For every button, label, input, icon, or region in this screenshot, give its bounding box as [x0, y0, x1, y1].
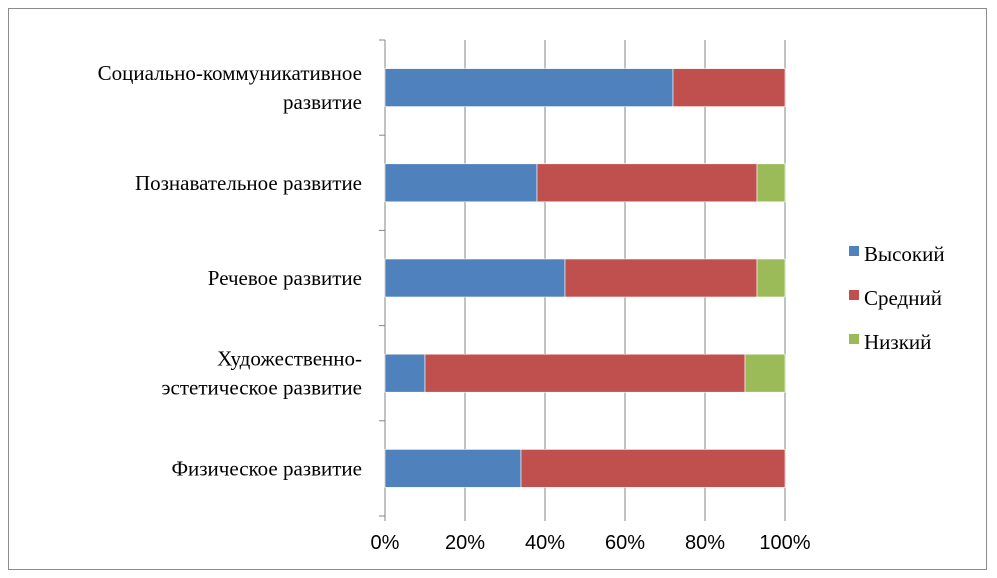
- category-label: Социально-коммуникативное развитие: [98, 61, 362, 114]
- x-tick-label: 0%: [371, 532, 400, 554]
- category-label: Познавательное развитие: [135, 171, 362, 195]
- bar-segment-Средний: [564, 258, 758, 298]
- bar-segment-Низкий: [756, 163, 786, 203]
- bar-segment-Низкий: [744, 353, 786, 393]
- legend-label: Средний: [864, 286, 942, 310]
- x-tick-label: 20%: [445, 532, 485, 554]
- x-tick-label: 80%: [685, 532, 725, 554]
- x-tick-label: 60%: [605, 532, 645, 554]
- legend-swatch: [849, 246, 859, 256]
- x-tick-label: 100%: [759, 532, 810, 554]
- category-label: Речевое развитие: [208, 266, 362, 290]
- legend-label: Высокий: [864, 242, 945, 266]
- bar-segment-Высокий: [384, 68, 674, 107]
- bar-segment-Средний: [520, 449, 786, 488]
- bar-segment-Высокий: [384, 258, 566, 298]
- x-tick-label: 40%: [525, 532, 565, 554]
- legend-swatch: [849, 290, 859, 300]
- bar-segment-Высокий: [384, 163, 538, 203]
- category-label: Художественно-эстетическое развитие: [162, 347, 362, 400]
- category-label: Физическое развитие: [171, 456, 362, 480]
- legend-label: Низкий: [864, 330, 931, 354]
- legend-swatch: [849, 334, 859, 344]
- bar-segment-Высокий: [384, 353, 426, 393]
- bar-segment-Высокий: [384, 449, 522, 488]
- bar-segment-Средний: [672, 68, 786, 107]
- bar-segment-Средний: [424, 353, 746, 393]
- bar-segment-Низкий: [756, 258, 786, 298]
- bar-segment-Средний: [536, 163, 758, 203]
